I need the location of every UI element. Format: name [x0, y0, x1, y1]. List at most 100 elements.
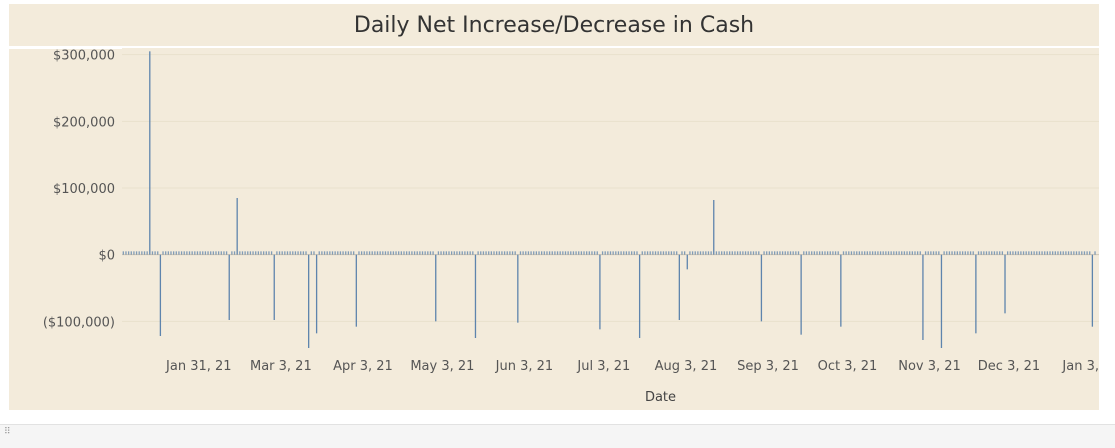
daily-bar [533, 251, 535, 255]
daily-bar [387, 251, 389, 255]
daily-bar [522, 251, 524, 255]
daily-bar [686, 254, 688, 270]
daily-bar [416, 251, 418, 255]
daily-bar [519, 251, 522, 255]
daily-bar [1065, 251, 1067, 255]
daily-bar [1022, 251, 1025, 255]
daily-bar [217, 251, 220, 255]
daily-bar [268, 251, 270, 255]
daily-bar [893, 251, 895, 255]
daily-bar [787, 251, 789, 255]
daily-bar [1017, 251, 1019, 255]
daily-bar [707, 251, 710, 255]
daily-bar [911, 251, 913, 255]
toolbar-strip: ⠿ [0, 424, 1115, 448]
daily-bar [840, 254, 842, 327]
daily-bar [548, 251, 551, 255]
daily-bar [368, 251, 371, 255]
daily-bar [421, 251, 424, 255]
daily-bar [808, 251, 810, 255]
daily-bar [400, 251, 402, 255]
daily-bar [718, 251, 720, 255]
daily-bar [572, 251, 575, 255]
daily-bar [297, 251, 299, 255]
x-tick-label: Nov 3, 21 [898, 359, 961, 374]
daily-bar [154, 251, 156, 255]
daily-bar [927, 251, 929, 255]
daily-bar [188, 251, 191, 255]
daily-bar [1052, 251, 1054, 255]
daily-bar [1007, 251, 1009, 255]
daily-bar [178, 251, 180, 255]
daily-bar [644, 251, 646, 255]
daily-bar [392, 251, 395, 255]
daily-bar [204, 251, 207, 255]
daily-bar [127, 251, 130, 255]
daily-bar [135, 251, 138, 255]
daily-bar [405, 251, 408, 255]
daily-bar [638, 254, 641, 338]
daily-bar [882, 251, 884, 255]
daily-bar [480, 251, 482, 255]
daily-bar [895, 251, 898, 255]
daily-bar [151, 251, 154, 255]
daily-bar [231, 251, 233, 255]
daily-bar [514, 251, 516, 255]
daily-bar [789, 251, 792, 255]
daily-bar [832, 251, 834, 255]
daily-bar [736, 251, 739, 255]
daily-bar [159, 254, 162, 336]
daily-bar [829, 251, 831, 255]
daily-bar [919, 251, 921, 255]
daily-bar [750, 251, 752, 255]
daily-bar [694, 251, 696, 255]
daily-bar [429, 251, 432, 255]
daily-bar [448, 251, 450, 255]
daily-bar [337, 251, 339, 255]
daily-bar [360, 251, 363, 255]
daily-bar [1012, 251, 1014, 255]
plot-area [122, 48, 1099, 348]
daily-bar [411, 251, 413, 255]
daily-bar [244, 251, 246, 255]
daily-bar [739, 251, 741, 255]
daily-bar [768, 251, 771, 255]
daily-bar [977, 251, 980, 255]
y-tick-label: ($100,000) [43, 315, 115, 330]
daily-bar [313, 251, 315, 255]
daily-bar [318, 251, 320, 255]
daily-bar [861, 251, 863, 255]
daily-bar [149, 51, 151, 255]
x-tick-label: Jul 3, 21 [576, 359, 630, 374]
daily-bar [747, 251, 749, 255]
daily-bar [665, 251, 667, 255]
daily-bar [263, 251, 265, 255]
daily-bar [649, 251, 651, 255]
daily-bar [202, 251, 204, 255]
daily-bar [530, 251, 532, 255]
chart-title: Daily Net Increase/Decrease in Cash [9, 4, 1099, 49]
daily-bar [662, 251, 665, 255]
daily-bar [302, 251, 305, 255]
daily-bar [384, 251, 387, 255]
daily-bar [535, 251, 538, 255]
daily-bar [199, 251, 201, 255]
daily-bar [276, 251, 278, 255]
daily-bar [257, 251, 260, 255]
daily-bar [599, 254, 601, 330]
daily-bar [382, 251, 384, 255]
daily-bar [689, 251, 691, 255]
daily-bar [821, 251, 823, 255]
daily-bar [898, 251, 900, 255]
daily-bar [580, 251, 583, 255]
daily-bar [133, 251, 135, 255]
daily-bar [1086, 251, 1088, 255]
daily-bar [988, 251, 990, 255]
daily-bar [1091, 254, 1094, 327]
daily-bar [546, 251, 548, 255]
y-tick-label: $100,000 [53, 182, 115, 197]
daily-bar [991, 251, 993, 255]
daily-bar [278, 251, 281, 255]
bar-chart: $300,000 $200,000 $100,000 $0 ($100,000) Jan … [43, 48, 1099, 405]
daily-bar [993, 251, 996, 255]
